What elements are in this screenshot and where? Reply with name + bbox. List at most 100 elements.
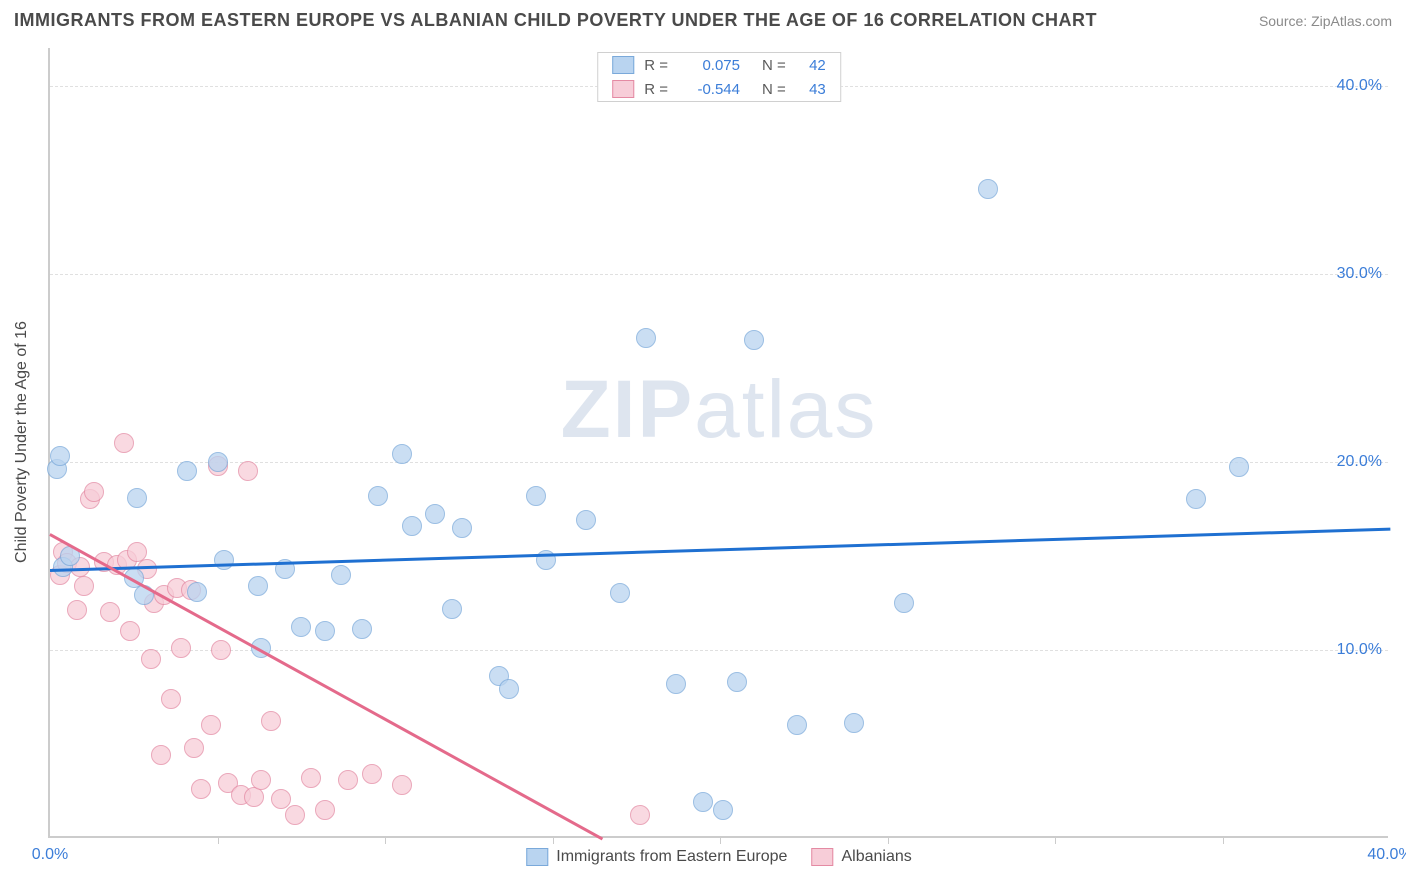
y-tick-label: 30.0% [1337, 265, 1382, 283]
r-label: R = [644, 81, 668, 98]
data-point-albanians [100, 602, 120, 622]
data-point-albanians [151, 745, 171, 765]
y-axis-label: Child Poverty Under the Age of 16 [13, 321, 31, 563]
data-point-albanians [191, 779, 211, 799]
source-attribution: Source: ZipAtlas.com [1259, 13, 1392, 29]
series-legend: Immigrants from Eastern Europe Albanians [526, 848, 911, 866]
x-tick-mark [888, 836, 889, 844]
x-tick-label: 0.0% [32, 846, 68, 864]
data-point-eastern_europe [248, 576, 268, 596]
data-point-eastern_europe [666, 674, 686, 694]
data-point-albanians [201, 715, 221, 735]
data-point-eastern_europe [315, 621, 335, 641]
data-point-albanians [114, 433, 134, 453]
data-point-albanians [362, 764, 382, 784]
data-point-albanians [84, 482, 104, 502]
n-label: N = [762, 81, 786, 98]
data-point-albanians [315, 800, 335, 820]
legend-label: Albanians [841, 848, 911, 866]
data-point-eastern_europe [127, 488, 147, 508]
data-point-eastern_europe [978, 179, 998, 199]
data-point-albanians [161, 689, 181, 709]
data-point-albanians [120, 621, 140, 641]
data-point-eastern_europe [787, 715, 807, 735]
data-point-eastern_europe [727, 672, 747, 692]
data-point-eastern_europe [392, 444, 412, 464]
data-point-eastern_europe [214, 550, 234, 570]
data-point-albanians [171, 638, 191, 658]
data-point-albanians [630, 805, 650, 825]
y-tick-label: 10.0% [1337, 641, 1382, 659]
x-tick-mark [1055, 836, 1056, 844]
y-tick-label: 20.0% [1337, 453, 1382, 471]
data-point-eastern_europe [526, 486, 546, 506]
trend-line-albanians [49, 533, 603, 840]
watermark-light: atlas [694, 364, 877, 455]
data-point-eastern_europe [499, 679, 519, 699]
y-tick-label: 40.0% [1337, 77, 1382, 95]
legend-swatch [612, 56, 634, 74]
data-point-eastern_europe [368, 486, 388, 506]
legend-row-albanians: R = -0.544 N = 43 [598, 77, 840, 101]
chart-header: IMMIGRANTS FROM EASTERN EUROPE VS ALBANI… [14, 10, 1392, 31]
data-point-albanians [211, 640, 231, 660]
data-point-eastern_europe [187, 582, 207, 602]
data-point-eastern_europe [442, 599, 462, 619]
gridline [50, 274, 1388, 275]
n-label: N = [762, 57, 786, 74]
data-point-albanians [184, 738, 204, 758]
n-value: 43 [796, 81, 826, 98]
r-label: R = [644, 57, 668, 74]
legend-item-albanians: Albanians [811, 848, 911, 866]
data-point-eastern_europe [402, 516, 422, 536]
data-point-eastern_europe [208, 452, 228, 472]
data-point-eastern_europe [1229, 457, 1249, 477]
n-value: 42 [796, 57, 826, 74]
data-point-albanians [271, 789, 291, 809]
data-point-albanians [238, 461, 258, 481]
data-point-eastern_europe [177, 461, 197, 481]
data-point-eastern_europe [352, 619, 372, 639]
legend-swatch [526, 848, 548, 866]
scatter-plot-area: Child Poverty Under the Age of 16 ZIPatl… [48, 48, 1388, 838]
x-tick-mark [1223, 836, 1224, 844]
data-point-eastern_europe [50, 446, 70, 466]
chart-title: IMMIGRANTS FROM EASTERN EUROPE VS ALBANI… [14, 10, 1097, 31]
data-point-eastern_europe [610, 583, 630, 603]
data-point-eastern_europe [844, 713, 864, 733]
legend-item-eastern_europe: Immigrants from Eastern Europe [526, 848, 787, 866]
data-point-eastern_europe [744, 330, 764, 350]
data-point-eastern_europe [894, 593, 914, 613]
legend-row-eastern_europe: R = 0.075 N = 42 [598, 53, 840, 77]
x-tick-mark [385, 836, 386, 844]
data-point-eastern_europe [636, 328, 656, 348]
x-tick-mark [553, 836, 554, 844]
legend-swatch [612, 80, 634, 98]
x-tick-mark [218, 836, 219, 844]
data-point-eastern_europe [425, 504, 445, 524]
legend-label: Immigrants from Eastern Europe [556, 848, 787, 866]
r-value: -0.544 [678, 81, 740, 98]
data-point-albanians [392, 775, 412, 795]
data-point-eastern_europe [452, 518, 472, 538]
data-point-albanians [338, 770, 358, 790]
data-point-eastern_europe [576, 510, 596, 530]
legend-swatch [811, 848, 833, 866]
data-point-albanians [141, 649, 161, 669]
data-point-albanians [261, 711, 281, 731]
x-tick-label: 40.0% [1367, 846, 1406, 864]
data-point-eastern_europe [291, 617, 311, 637]
data-point-albanians [301, 768, 321, 788]
data-point-albanians [74, 576, 94, 596]
watermark: ZIPatlas [561, 363, 878, 457]
correlation-legend: R = 0.075 N = 42 R = -0.544 N = 43 [597, 52, 841, 102]
r-value: 0.075 [678, 57, 740, 74]
x-tick-mark [720, 836, 721, 844]
data-point-eastern_europe [1186, 489, 1206, 509]
data-point-eastern_europe [693, 792, 713, 812]
data-point-albanians [67, 600, 87, 620]
data-point-albanians [285, 805, 305, 825]
watermark-bold: ZIP [561, 364, 695, 455]
data-point-eastern_europe [331, 565, 351, 585]
data-point-albanians [251, 770, 271, 790]
